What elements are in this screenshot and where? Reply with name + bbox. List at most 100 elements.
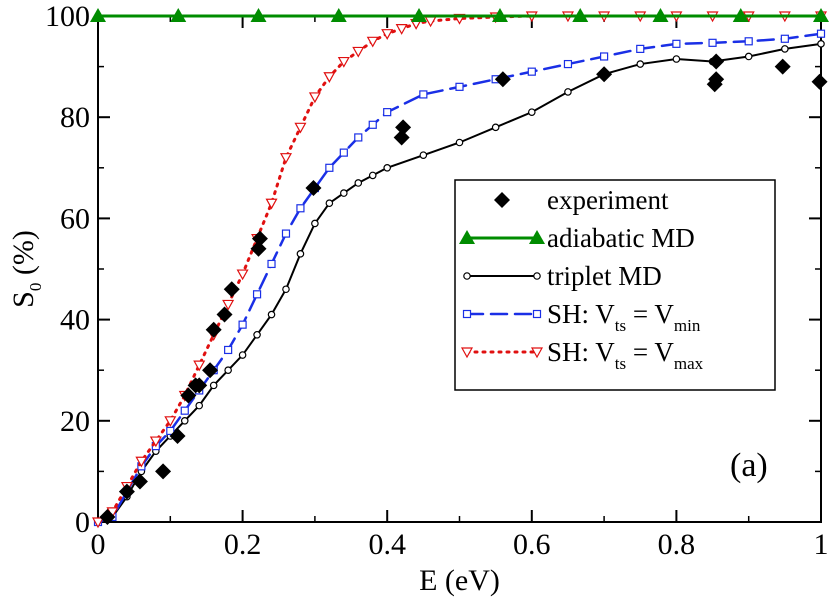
y-tick-label: 80 <box>60 101 90 134</box>
data-point <box>781 45 789 53</box>
series-2 <box>94 40 825 526</box>
data-point <box>817 40 825 48</box>
x-tick-label: 0.8 <box>658 528 696 561</box>
legend-label-part: = V <box>626 337 674 367</box>
data-point <box>325 199 334 208</box>
data-point <box>652 8 669 22</box>
data-point <box>708 53 725 70</box>
data-point <box>131 473 148 490</box>
data-point <box>383 164 392 172</box>
x-tick-label: 0 <box>91 528 106 561</box>
data-point <box>308 92 321 104</box>
y-tick-label: 40 <box>60 304 90 337</box>
data-point <box>419 90 428 99</box>
series-layer <box>90 8 829 529</box>
data-point <box>330 8 347 22</box>
data-point <box>267 259 276 269</box>
data-point <box>599 52 609 61</box>
data-point <box>463 272 471 280</box>
data-point <box>532 309 542 319</box>
data-point <box>170 8 187 22</box>
data-point <box>491 8 508 22</box>
data-point <box>368 120 377 129</box>
data-point <box>462 309 472 319</box>
data-point <box>224 345 233 355</box>
data-point <box>460 347 474 359</box>
data-point <box>816 29 826 38</box>
data-point <box>202 362 219 379</box>
legend-item: adiabatic MD <box>459 223 695 253</box>
data-point <box>455 138 464 147</box>
data-point <box>494 192 510 208</box>
data-point <box>311 219 319 228</box>
data-point <box>164 416 177 428</box>
data-point <box>564 88 572 96</box>
data-point <box>368 171 377 180</box>
legend-label: triplet MD <box>547 261 662 291</box>
data-point <box>491 123 500 132</box>
data-point <box>282 285 290 294</box>
data-point <box>529 230 545 244</box>
data-point <box>90 8 106 22</box>
data-point <box>572 8 589 22</box>
data-point <box>252 290 262 299</box>
data-point <box>395 24 408 35</box>
data-point <box>166 426 175 436</box>
data-point <box>381 29 394 40</box>
data-point <box>383 108 392 117</box>
data-point <box>238 351 247 359</box>
data-point <box>149 436 162 448</box>
data-point <box>169 427 186 444</box>
legend-label-part: SH: V <box>547 337 615 367</box>
data-point <box>708 38 717 47</box>
legend-label-sub: ts <box>615 354 626 373</box>
data-point <box>732 8 749 22</box>
data-point <box>527 67 536 76</box>
series-3 <box>93 29 826 527</box>
data-point <box>191 377 208 394</box>
data-point <box>530 347 544 359</box>
legend-label: SH: Vts = Vmin <box>547 299 701 335</box>
data-point <box>238 320 247 329</box>
data-point <box>325 163 334 172</box>
data-point <box>672 55 681 63</box>
y-axis-title-rest: (%) <box>7 230 40 282</box>
data-point <box>91 517 105 529</box>
data-point <box>99 508 116 525</box>
x-axis-title: E (eV) <box>419 564 500 597</box>
data-point <box>636 44 645 53</box>
legend-label: SH: Vts = Vmax <box>547 337 704 373</box>
data-point <box>494 71 511 88</box>
legend-label-sub: min <box>674 316 701 335</box>
x-tick-label: 1 <box>814 528 829 561</box>
data-point <box>294 122 307 134</box>
data-point <box>340 189 348 197</box>
data-point <box>708 71 725 88</box>
data-point <box>774 58 791 75</box>
data-point <box>209 381 218 390</box>
data-point <box>135 456 148 468</box>
data-point <box>180 387 197 404</box>
data-point <box>596 66 613 83</box>
data-point <box>296 204 305 213</box>
x-tick-label: 0.2 <box>224 528 262 561</box>
legend-label-sub: max <box>674 354 704 373</box>
data-point <box>267 310 276 319</box>
x-tick-label: 0.6 <box>513 528 551 561</box>
data-point <box>395 119 412 136</box>
data-point <box>337 56 350 68</box>
legend-label-sub: ts <box>615 316 626 335</box>
y-axis-title-sub: 0 <box>26 283 45 292</box>
data-point <box>224 366 232 375</box>
data-point <box>236 269 249 281</box>
data-point <box>366 36 379 48</box>
legend: experiment adiabatic MD triplet MD SH: Vts … <box>454 179 776 391</box>
panel-label: (a) <box>730 447 768 484</box>
legend-item: SH: Vts = Vmin <box>462 299 701 335</box>
legend-item: SH: Vts = Vmax <box>460 337 704 373</box>
data-point <box>180 406 189 415</box>
y-axis-title: S0 (%) <box>7 230 45 308</box>
data-point <box>305 180 322 197</box>
legend-box <box>454 179 776 391</box>
